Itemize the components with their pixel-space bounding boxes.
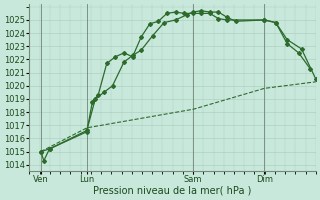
- X-axis label: Pression niveau de la mer( hPa ): Pression niveau de la mer( hPa ): [93, 186, 252, 196]
